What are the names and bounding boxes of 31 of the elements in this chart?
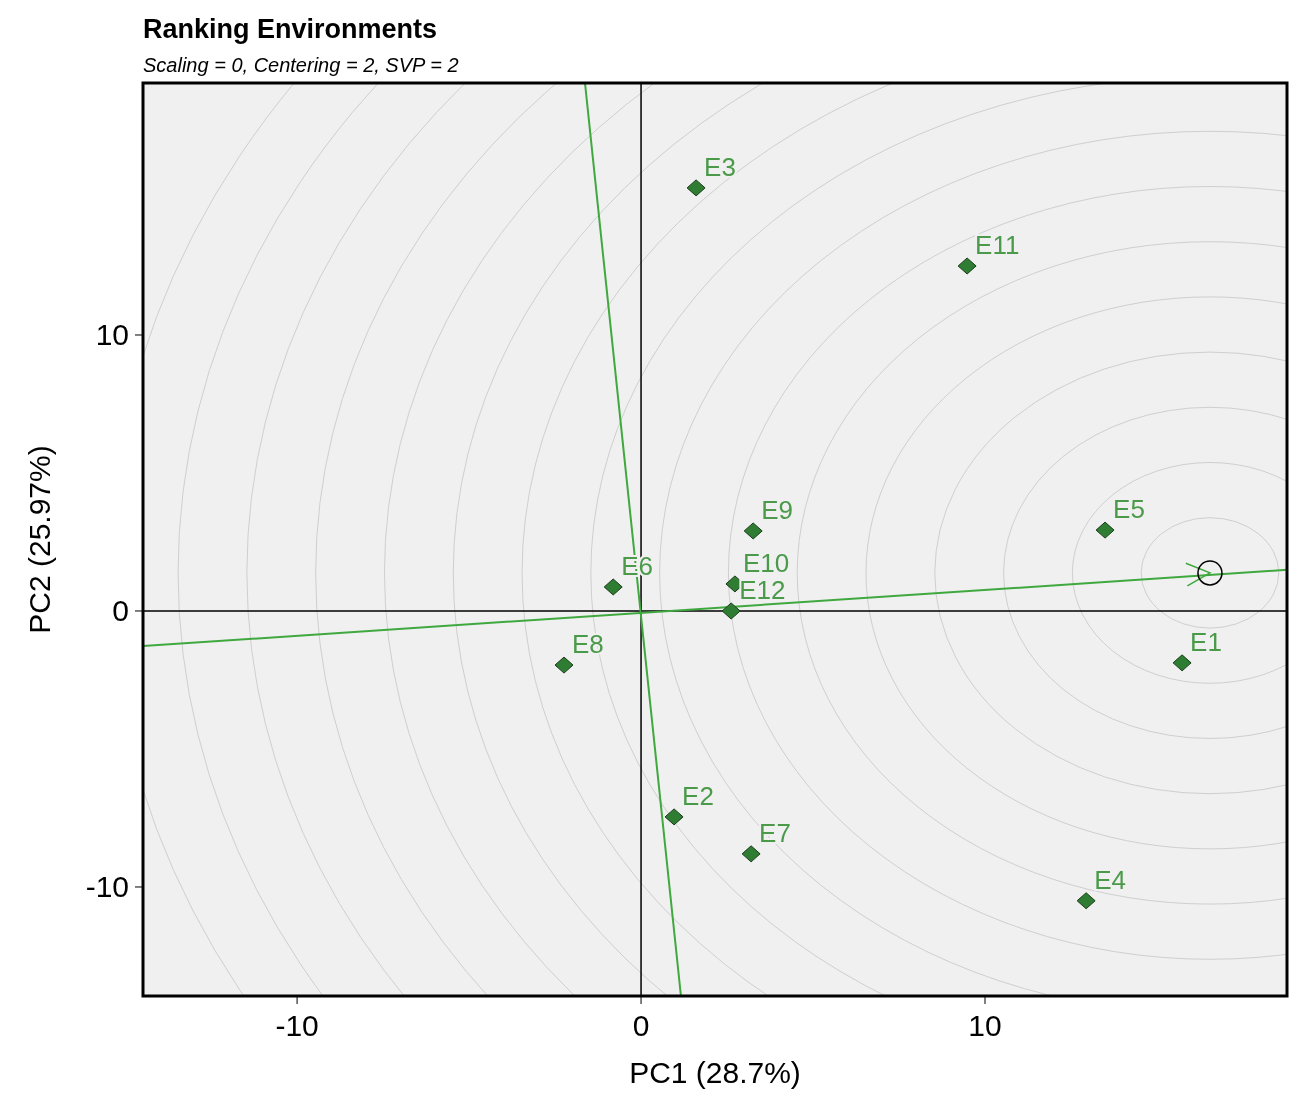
series-label: E3 [704, 151, 736, 182]
point [1197, 560, 1223, 586]
chart-title: Ranking Environments [143, 14, 438, 44]
series-label: E8 [572, 629, 604, 660]
y-tick-label: 0 [112, 593, 129, 627]
point [664, 808, 684, 826]
series-label: E5 [1113, 494, 1145, 525]
point [743, 522, 763, 540]
point [686, 179, 706, 197]
x-tick-label: 10 [968, 1009, 1002, 1042]
series-label: E1 [1190, 626, 1222, 657]
point [554, 656, 574, 674]
point [721, 602, 741, 620]
series-label: E11 [975, 229, 1020, 260]
point [603, 578, 623, 596]
y-tick-label: -10 [85, 869, 129, 903]
point [1172, 654, 1192, 672]
series-label: E2 [682, 780, 714, 811]
y-axis-title: PC2 (25.97%) [23, 445, 56, 634]
x-tick-label: 0 [632, 1009, 650, 1042]
x-axis-title: PC1 (28.7%) [629, 1056, 801, 1089]
series-label: E9 [761, 494, 793, 525]
point [957, 257, 977, 275]
point [741, 845, 761, 863]
series-label: E4 [1094, 864, 1126, 895]
point [1095, 521, 1115, 539]
x-tick-label: -10 [275, 1009, 319, 1042]
y-tick-label: 10 [95, 317, 129, 351]
series-label: E7 [759, 817, 791, 848]
point [1076, 892, 1096, 910]
chart-subtitle: Scaling = 0, Centering = 2, SVP = 2 [143, 54, 459, 76]
